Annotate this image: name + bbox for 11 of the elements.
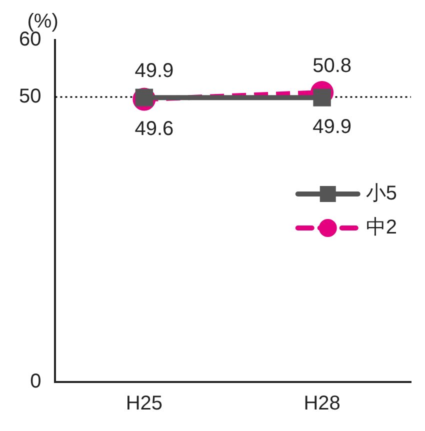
- x-tick-label: H28: [304, 392, 340, 415]
- y-tick-label: 0: [30, 370, 42, 393]
- data-label: 50.8: [312, 54, 352, 77]
- y-tick-label: 50: [18, 86, 42, 108]
- x-tick-label: H25: [126, 392, 163, 415]
- data-label: 49.9: [134, 60, 174, 82]
- y-axis-title: (%): [27, 10, 58, 33]
- legend-label: 中2: [366, 216, 397, 239]
- legend-label: 小5: [366, 182, 397, 205]
- data-label: 49.6: [134, 118, 174, 140]
- data-label: 49.9: [312, 116, 352, 138]
